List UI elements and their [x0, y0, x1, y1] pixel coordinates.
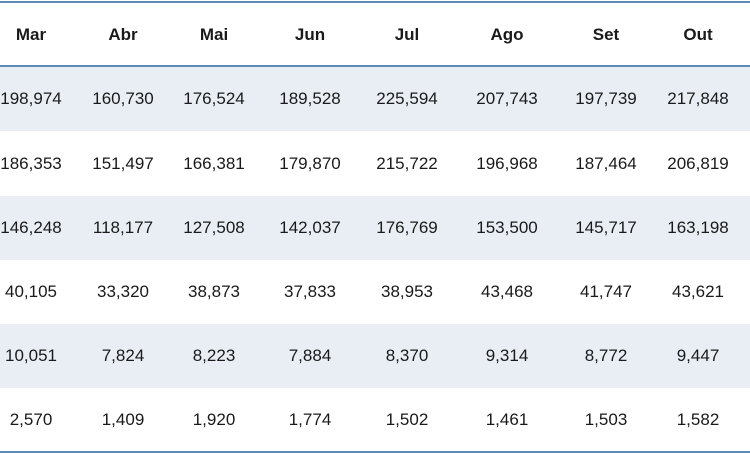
cell: 2,570: [9, 410, 53, 429]
cell: Abr: [108, 25, 138, 44]
cell: 179,870: [279, 153, 341, 173]
table-row: 146,248 118,177 127,508 142,037 176,769 153,5…: [0, 196, 750, 260]
table-row: 10,051 7,824 8,223 7,884 8,370 9,314 8,772 9,44…: [0, 324, 750, 388]
cell: Jul: [394, 25, 420, 44]
cell: 151,497: [92, 153, 154, 173]
cell: Set: [592, 25, 620, 44]
cell: 153,500: [476, 218, 538, 237]
cell: 1,409: [101, 410, 145, 429]
cell: 9,314: [485, 346, 529, 365]
cell: 7,824: [101, 346, 145, 365]
cell: Ago: [490, 25, 524, 44]
cell: 127,508: [183, 218, 245, 237]
cell: Jun: [294, 25, 326, 44]
cell: 8,223: [192, 346, 236, 365]
cell: 38,873: [188, 282, 240, 301]
cell: 217,848: [667, 89, 729, 108]
cell: 43,468: [481, 282, 533, 301]
border-rule: [0, 65, 750, 67]
cell: Mar: [15, 25, 47, 44]
cell: 225,594: [376, 89, 438, 108]
cell: 1,503: [584, 410, 628, 429]
cell: 160,730: [92, 89, 154, 108]
cell: 145,717: [575, 218, 637, 237]
cell: 1,920: [192, 410, 236, 429]
cell: 9,447: [676, 346, 720, 365]
cell: 176,769: [376, 218, 438, 237]
cell: 197,739: [575, 89, 637, 108]
header-row: Mar Abr Mai Jun Jul Ago Set Out: [0, 3, 750, 67]
cell: 43,621: [672, 282, 724, 301]
cell: 215,722: [376, 153, 438, 173]
table-row: 40,105 33,320 38,873 37,833 38,953 43,468 41,7…: [0, 260, 750, 324]
cell: 163,198: [667, 218, 729, 237]
cell: 7,884: [288, 346, 332, 365]
cell: 1,461: [485, 410, 529, 429]
cell: 206,819: [667, 153, 729, 173]
cell: 186,353: [0, 153, 62, 173]
table-row: 186,353 151,497 166,381 179,870 215,722 196,9…: [0, 131, 750, 196]
cell: 37,833: [284, 282, 336, 301]
cell: 187,464: [575, 153, 637, 173]
table-row: 198,974 160,730 176,524 189,528 225,594 207,7…: [0, 67, 750, 131]
cell: 198,974: [0, 89, 62, 108]
cell: 196,968: [476, 153, 538, 173]
cell: 1,582: [676, 410, 720, 429]
cell: 176,524: [183, 89, 245, 108]
cell: 40,105: [5, 282, 57, 301]
cell: 166,381: [183, 153, 245, 173]
cell: 1,774: [288, 410, 332, 429]
cell: 189,528: [279, 89, 341, 108]
border-rule: [0, 1, 750, 3]
border-rule: [0, 451, 750, 453]
cell: 41,747: [580, 282, 632, 301]
cell: 8,772: [584, 346, 628, 365]
cell: 1,502: [385, 410, 429, 429]
cell: 142,037: [279, 218, 341, 237]
cell: 118,177: [92, 218, 154, 237]
cell: 38,953: [381, 282, 433, 301]
table-row: 2,570 1,409 1,920 1,774 1,502 1,461 1,503 1,582: [0, 388, 750, 452]
cell: Mai: [199, 25, 229, 44]
cell: Out: [683, 25, 713, 44]
cell: 207,743: [476, 89, 538, 108]
cell: 8,370: [385, 346, 429, 365]
cell: 10,051: [5, 346, 57, 365]
cell: 146,248: [0, 218, 62, 237]
cell: 33,320: [97, 282, 149, 301]
